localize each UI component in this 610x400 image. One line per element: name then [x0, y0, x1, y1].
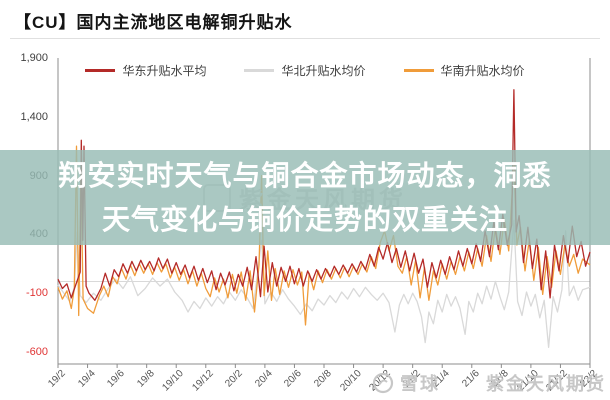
y-tick-label: -600 [25, 346, 48, 358]
headline-line-1: 翔安实时天气与铜合金市场动态，洞悉 [58, 159, 552, 191]
title-divider [10, 38, 600, 39]
legend-label-huabei: 华北升贴水均价 [281, 64, 366, 78]
legend-item-huadong: 华东升贴水平均 [85, 62, 206, 79]
page-title: 【CU】国内主流地区电解铜升贴水 [14, 13, 293, 32]
series-line-华北升贴水均价 [57, 219, 591, 348]
corner-watermark-brand: 雪球 [400, 374, 440, 394]
legend-item-huanan: 华南升贴水均价 [403, 62, 525, 79]
legend-label-huadong: 华东升贴水平均 [122, 64, 207, 78]
y-tick-label: -100 [25, 287, 48, 300]
legend-item-huabei: 华北升贴水均价 [244, 62, 366, 79]
chart-legend: 华东升贴水平均 华北升贴水均价 华南升贴水均价 [0, 62, 610, 79]
legend-swatch-huadong [85, 69, 116, 72]
legend-swatch-huanan [403, 69, 434, 72]
corner-watermark: 雪球 紫金天风期货 [372, 370, 606, 396]
snowball-logo-icon [372, 372, 394, 394]
headline-line-2: 天气变化与铜价走势的双重关注 [101, 203, 508, 235]
y-tick-label: 1,400 [20, 110, 48, 123]
legend-swatch-huabei [244, 69, 275, 72]
legend-label-huanan: 华南升贴水均价 [440, 64, 525, 78]
y-tick-label: 1,900 [20, 52, 48, 64]
headline-overlay: 翔安实时天气与铜合金市场动态，洞悉 天气变化与铜价走势的双重关注 [0, 150, 610, 245]
corner-watermark-user: 紫金天风期货 [486, 374, 606, 394]
